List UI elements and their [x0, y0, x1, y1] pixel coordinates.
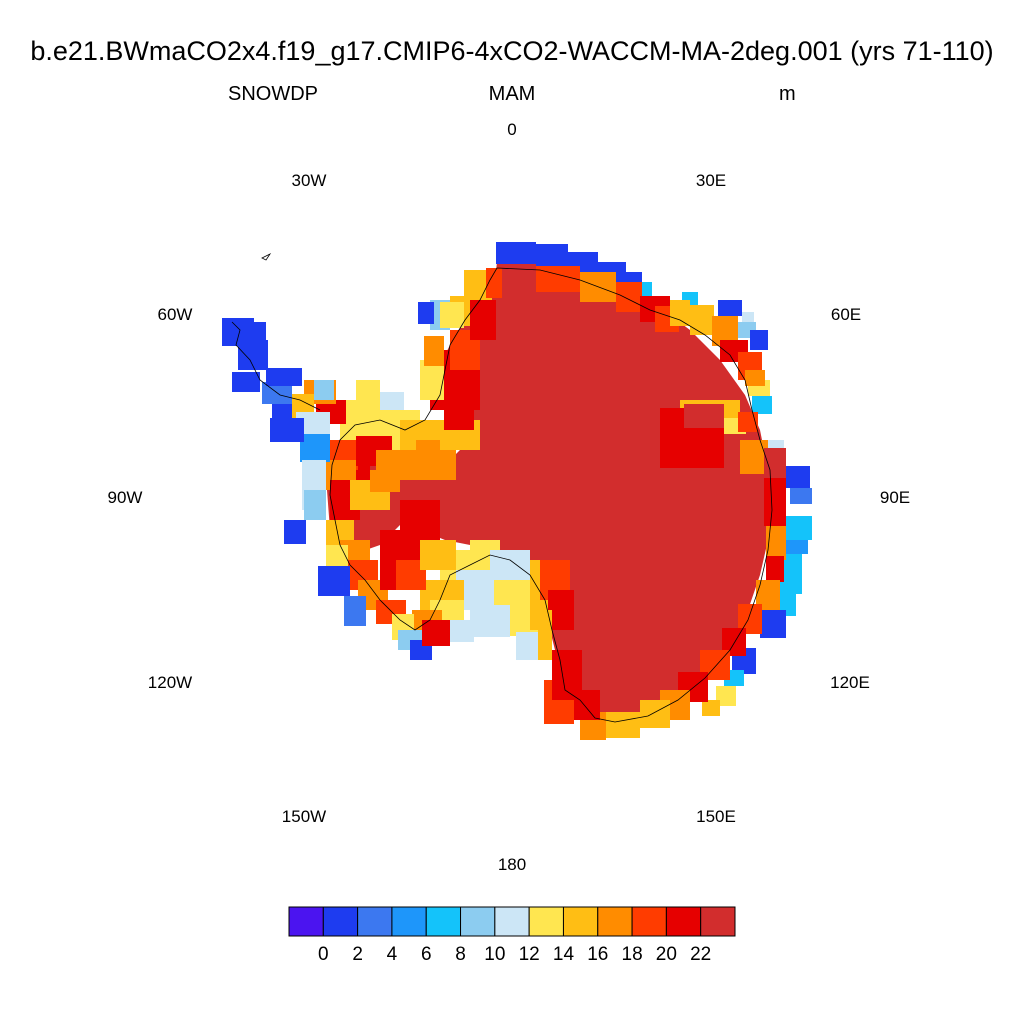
colorbar-tick-label: 18: [622, 944, 643, 965]
colorbar-tick-label: 10: [484, 944, 505, 965]
lon-label-0: 0: [507, 120, 517, 139]
colorbar-box-0: [288, 906, 324, 937]
colorbar-tick-label: 22: [690, 944, 711, 965]
ice-sheet-interior: [327, 262, 772, 725]
lon-label-60e: 60E: [830, 305, 862, 324]
colorbar-box-1: [322, 906, 359, 937]
lon-label-120e: 120E: [830, 673, 870, 692]
colorbar-box-12: [700, 906, 736, 937]
colorbar-box-3: [391, 906, 427, 937]
lon-label-120w: 120W: [147, 673, 193, 692]
colorbar-box-4: [425, 906, 462, 937]
lon-label-180: 180: [497, 855, 527, 874]
colorbar-tick-label: 2: [352, 944, 363, 965]
colorbar-tick-label: 12: [519, 944, 540, 965]
lon-label-90w: 90W: [107, 488, 143, 507]
lon-label-30w: 30W: [291, 171, 327, 190]
colorbar-box-2: [357, 906, 393, 937]
colorbar-box-8: [562, 906, 599, 937]
lon-label-30e: 30E: [695, 171, 727, 190]
colorbar-tick-label: 8: [455, 944, 466, 965]
colorbar-tick-label: 0: [318, 944, 329, 965]
season-label: MAM: [488, 83, 536, 105]
lon-label-150w: 150W: [281, 807, 327, 826]
plot-title: b.e21.BWmaCO2x4.f19_g17.CMIP6-4xCO2-WACC…: [30, 36, 994, 66]
colorbar-tick-label: 14: [553, 944, 575, 965]
colorbar-box-10: [631, 906, 667, 937]
colorbar-tick-label: 4: [387, 944, 398, 965]
colorbar-box-6: [494, 906, 530, 937]
colorbar-tick-label: 16: [587, 944, 608, 965]
lon-label-150e: 150E: [696, 807, 736, 826]
units-label: m: [779, 83, 796, 105]
lon-label-60w: 60W: [157, 305, 193, 324]
colorbar-box-5: [460, 906, 496, 937]
colorbar-box-9: [597, 906, 633, 937]
colorbar-box-7: [528, 906, 564, 937]
colorbar-tick-label: 6: [421, 944, 432, 965]
lon-label-90e: 90E: [879, 488, 911, 507]
coastline: [231, 252, 773, 723]
colorbar-tick-label: 20: [656, 944, 677, 965]
colorbar-box-11: [665, 906, 702, 937]
coastal-snow-cells: [222, 242, 812, 740]
variable-label: SNOWDP: [228, 83, 318, 105]
